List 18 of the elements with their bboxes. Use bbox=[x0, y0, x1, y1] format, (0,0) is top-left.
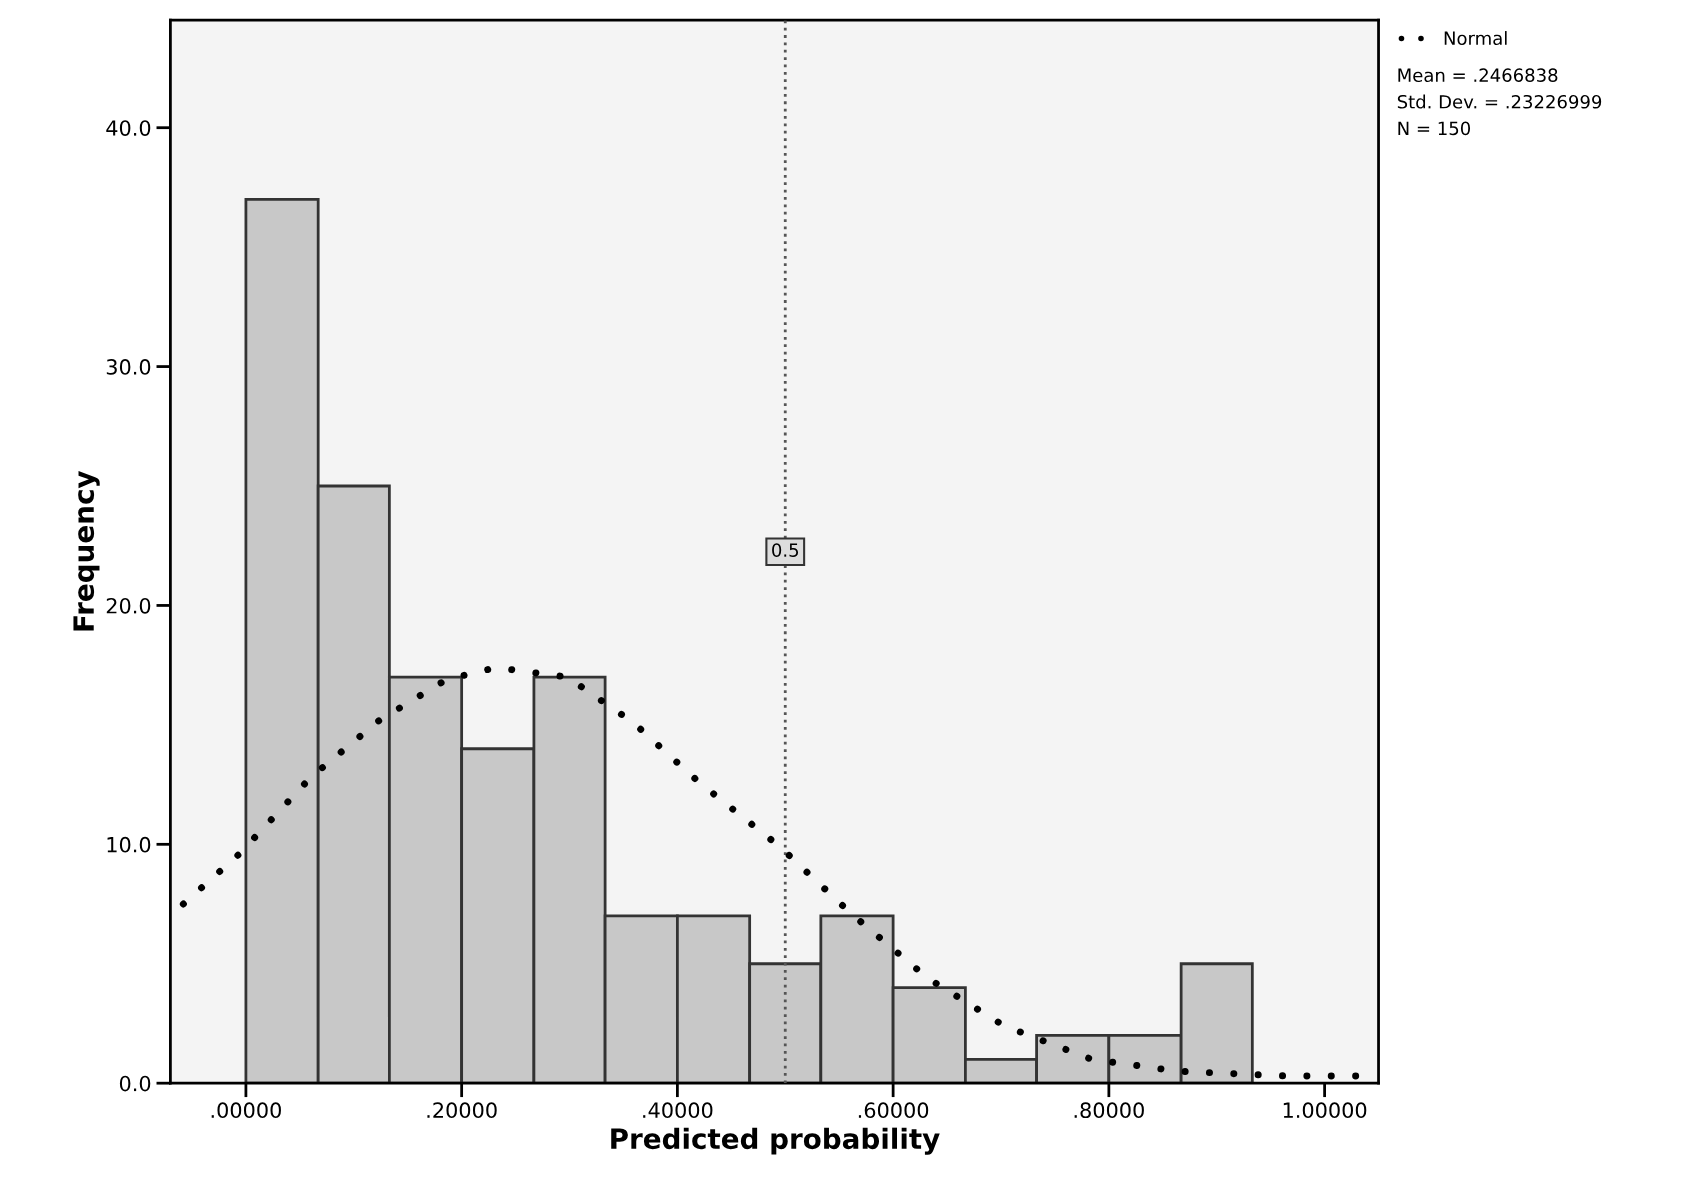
y-tick-label: 30.0 bbox=[106, 359, 151, 375]
x-tick-label: .00000 bbox=[211, 1102, 281, 1119]
x-axis-title: Predicted probability bbox=[611, 1127, 940, 1155]
y-tick-label: 10.0 bbox=[107, 836, 151, 853]
y-tick-label: 20.0 bbox=[106, 597, 151, 614]
text: N = 150 bbox=[1398, 121, 1471, 136]
y-tick-label: 40.0 bbox=[106, 120, 151, 136]
y-axis-title: Frequency bbox=[73, 470, 100, 631]
x-tick-label: 1.00000 bbox=[1283, 1102, 1367, 1119]
legend-label: Normal bbox=[1444, 31, 1507, 46]
y-tick-label: 0.0 bbox=[119, 1075, 151, 1092]
ref-line-label: 0.5 bbox=[772, 543, 799, 557]
text: Mean = .2466838 bbox=[1398, 68, 1558, 83]
x-tick-label: .60000 bbox=[858, 1102, 929, 1119]
text: Std. Dev. = .23226999 bbox=[1397, 94, 1602, 109]
x-tick-label: .20000 bbox=[427, 1102, 497, 1119]
x-tick-label: .40000 bbox=[643, 1102, 713, 1119]
x-tick-label: .80000 bbox=[1074, 1102, 1144, 1119]
